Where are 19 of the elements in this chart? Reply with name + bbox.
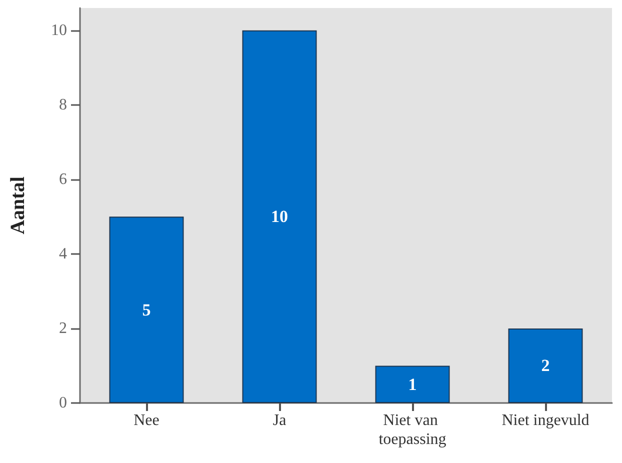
x-tick-label: Niet ingevuld <box>502 412 590 429</box>
x-tick-label: Nee <box>134 412 160 429</box>
x-tick-label: Niet van toepassing <box>378 412 446 448</box>
bar <box>242 30 317 403</box>
y-axis-title: Aantal <box>7 176 29 234</box>
y-tick-label: 6 <box>59 170 67 188</box>
y-tick-label: 10 <box>51 22 67 39</box>
data-label: 1 <box>408 374 417 394</box>
bar <box>375 366 450 403</box>
data-label: 5 <box>142 300 151 320</box>
x-tick-label: Ja <box>272 412 286 429</box>
data-label: 10 <box>271 207 288 226</box>
bar <box>109 216 184 403</box>
y-tick-label: 4 <box>59 245 67 262</box>
bar <box>508 328 583 403</box>
y-tick-label: 2 <box>59 320 67 337</box>
y-tick-label: 8 <box>59 96 67 114</box>
y-tick-label: 0 <box>59 394 67 412</box>
data-label: 2 <box>541 356 550 376</box>
